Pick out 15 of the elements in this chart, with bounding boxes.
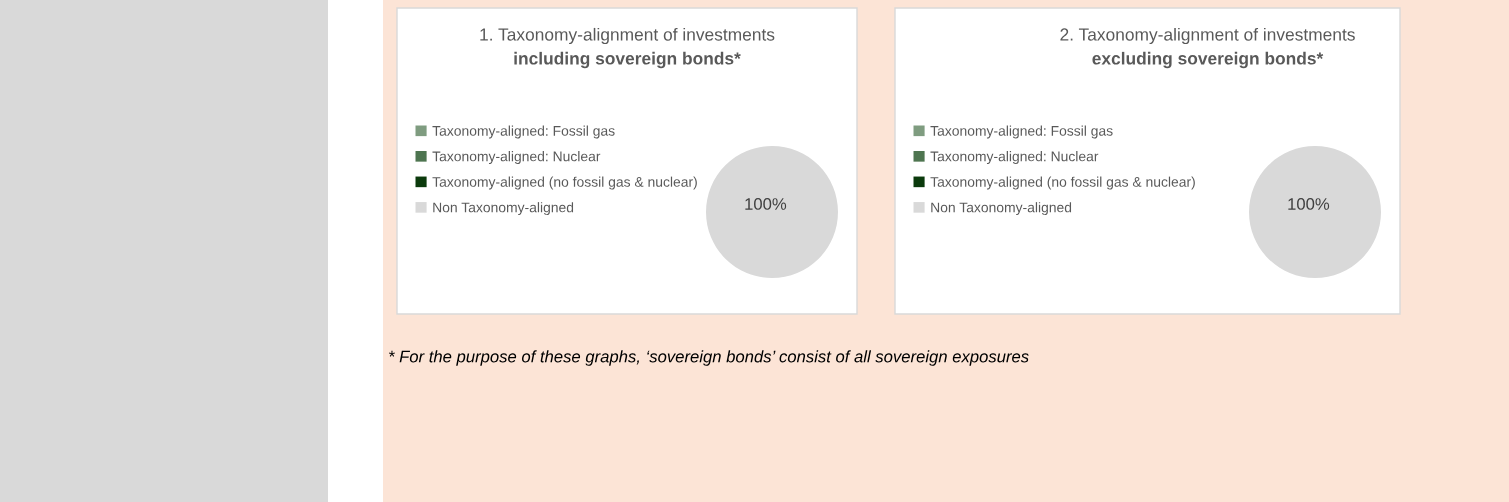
chart-subtitle: excluding sovereign bonds* bbox=[1092, 51, 1324, 69]
data-label: 100% bbox=[745, 198, 787, 210]
legend-label: Taxonomy-aligned: Fossil gas bbox=[432, 125, 615, 139]
legend-label: Taxonomy-aligned (no fossil gas & nuclear) bbox=[930, 176, 1195, 190]
chart-title: 1. Taxonomy-alignment of investments bbox=[480, 27, 775, 45]
legend-label: Taxonomy-aligned: Nuclear bbox=[930, 151, 1099, 165]
legend-label: Taxonomy-aligned: Fossil gas bbox=[930, 125, 1113, 139]
legend-label: Taxonomy-aligned: Nuclear bbox=[432, 151, 601, 165]
legend-label: Non Taxonomy-aligned bbox=[931, 202, 1072, 216]
chart-title: 2. Taxonomy-alignment of investments bbox=[1060, 27, 1355, 45]
legend-label: Taxonomy-aligned (no fossil gas & nuclear) bbox=[432, 176, 697, 190]
data-label: 100% bbox=[1288, 198, 1330, 210]
legend-label: Non Taxonomy-aligned bbox=[433, 202, 574, 216]
chart-subtitle: including sovereign bonds* bbox=[514, 51, 741, 69]
text: * For the purpose of these graphs, ‘sovereign bonds’ consist of all sovereign exposures bbox=[388, 350, 1029, 366]
